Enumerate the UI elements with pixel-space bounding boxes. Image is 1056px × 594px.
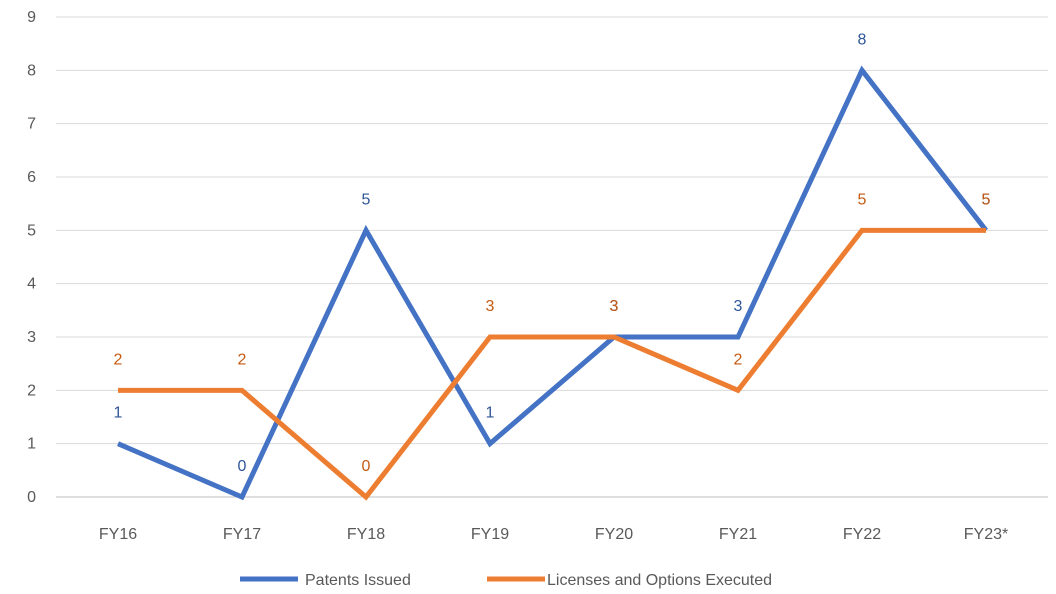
x-tick-label: FY23* bbox=[964, 526, 1008, 543]
data-label: 5 bbox=[362, 191, 371, 208]
y-tick-label: 8 bbox=[27, 62, 36, 79]
x-tick-label: FY20 bbox=[595, 526, 633, 543]
series-line-licenses-options bbox=[118, 227, 986, 501]
data-label: 1 bbox=[114, 405, 123, 422]
series-group bbox=[117, 65, 988, 501]
y-tick-label: 5 bbox=[27, 222, 36, 239]
y-tick-label: 1 bbox=[27, 436, 36, 453]
y-axis: 0 1 2 3 4 5 6 7 8 9 bbox=[27, 9, 36, 506]
data-label: 0 bbox=[362, 458, 371, 475]
y-tick-label: 6 bbox=[27, 169, 36, 186]
y-tick-label: 2 bbox=[27, 382, 36, 399]
data-label: 2 bbox=[734, 351, 743, 368]
data-label: 8 bbox=[858, 31, 867, 48]
data-label: 3 bbox=[734, 298, 743, 315]
x-tick-label: FY21 bbox=[719, 526, 757, 543]
x-tick-label: FY22 bbox=[843, 526, 881, 543]
data-label: 3 bbox=[610, 298, 619, 315]
y-tick-label: 4 bbox=[27, 276, 36, 293]
y-tick-label: 3 bbox=[27, 329, 36, 346]
legend-label: Patents Issued bbox=[305, 572, 411, 589]
series-line-patents-issued bbox=[117, 65, 988, 501]
data-label: 5 bbox=[982, 191, 991, 208]
legend: Patents Issued Licenses and Options Execu… bbox=[240, 572, 772, 589]
x-tick-label: FY18 bbox=[347, 526, 385, 543]
y-tick-label: 9 bbox=[27, 9, 36, 26]
legend-label: Licenses and Options Executed bbox=[547, 572, 772, 589]
x-tick-label: FY16 bbox=[99, 526, 137, 543]
data-label: 0 bbox=[238, 458, 247, 475]
y-tick-label: 0 bbox=[27, 489, 36, 506]
gridlines bbox=[56, 16, 1048, 498]
y-tick-label: 7 bbox=[27, 116, 36, 133]
data-label: 5 bbox=[858, 191, 867, 208]
data-label: 2 bbox=[238, 351, 247, 368]
x-axis: FY16 FY17 FY18 FY19 FY20 FY21 FY22 FY23* bbox=[99, 526, 1008, 543]
data-label: 5 bbox=[982, 191, 991, 208]
data-label: 3 bbox=[486, 298, 495, 315]
data-label: 1 bbox=[486, 405, 495, 422]
data-label: 3 bbox=[610, 298, 619, 315]
x-tick-label: FY19 bbox=[471, 526, 509, 543]
data-label: 2 bbox=[114, 351, 123, 368]
x-tick-label: FY17 bbox=[223, 526, 261, 543]
